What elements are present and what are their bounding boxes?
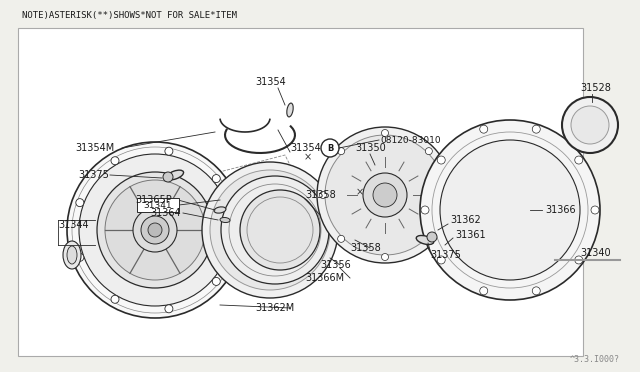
Circle shape — [212, 278, 220, 285]
Circle shape — [420, 120, 600, 300]
Circle shape — [325, 135, 445, 255]
Circle shape — [111, 157, 119, 165]
Ellipse shape — [220, 218, 230, 222]
Text: ^3.3.I000?: ^3.3.I000? — [570, 355, 620, 364]
Text: 31358: 31358 — [305, 190, 336, 200]
Circle shape — [440, 140, 580, 280]
Circle shape — [426, 235, 433, 242]
Circle shape — [221, 176, 329, 284]
Circle shape — [532, 125, 540, 133]
Circle shape — [381, 253, 388, 260]
Circle shape — [363, 173, 407, 217]
Circle shape — [163, 172, 173, 182]
Circle shape — [79, 154, 231, 306]
Text: 31340: 31340 — [580, 248, 611, 258]
Circle shape — [133, 208, 177, 252]
Text: 31366M: 31366M — [305, 273, 344, 283]
Text: 31341: 31341 — [144, 201, 172, 209]
Text: ×: × — [356, 187, 364, 197]
Circle shape — [76, 199, 84, 206]
Text: NOTE)ASTERISK(**)SHOWS*NOT FOR SALE*ITEM: NOTE)ASTERISK(**)SHOWS*NOT FOR SALE*ITEM — [22, 11, 237, 20]
Ellipse shape — [63, 241, 81, 269]
Text: 31375: 31375 — [430, 250, 461, 260]
Circle shape — [571, 106, 609, 144]
Circle shape — [317, 127, 453, 263]
Circle shape — [67, 142, 243, 318]
Text: 31365P: 31365P — [135, 195, 172, 205]
Circle shape — [165, 147, 173, 155]
Circle shape — [427, 232, 437, 242]
Circle shape — [575, 256, 583, 264]
Ellipse shape — [454, 179, 462, 201]
Circle shape — [141, 216, 169, 244]
Circle shape — [111, 295, 119, 303]
Circle shape — [562, 97, 618, 153]
Text: 31375: 31375 — [78, 170, 109, 180]
Ellipse shape — [468, 176, 482, 204]
Circle shape — [575, 156, 583, 164]
Text: B: B — [327, 144, 333, 153]
Text: 31364: 31364 — [150, 208, 180, 218]
Circle shape — [459, 183, 483, 207]
Ellipse shape — [214, 207, 226, 213]
Circle shape — [338, 235, 345, 242]
Circle shape — [321, 139, 339, 157]
Text: 31344: 31344 — [58, 220, 88, 230]
Circle shape — [76, 253, 84, 262]
Circle shape — [591, 206, 599, 214]
Text: 31358: 31358 — [350, 243, 381, 253]
Circle shape — [373, 183, 397, 207]
Ellipse shape — [472, 181, 478, 199]
Circle shape — [319, 192, 326, 199]
Circle shape — [426, 148, 433, 155]
Circle shape — [231, 226, 239, 234]
Circle shape — [338, 148, 345, 155]
Text: 31362M: 31362M — [255, 303, 294, 313]
Ellipse shape — [67, 246, 77, 264]
Circle shape — [97, 172, 213, 288]
Circle shape — [444, 192, 451, 199]
Circle shape — [437, 256, 445, 264]
Circle shape — [437, 156, 445, 164]
Circle shape — [532, 287, 540, 295]
Circle shape — [202, 162, 338, 298]
Bar — [18, 28, 583, 356]
Circle shape — [480, 287, 488, 295]
Circle shape — [212, 174, 220, 183]
Circle shape — [480, 125, 488, 133]
Bar — [137, 198, 179, 212]
Ellipse shape — [166, 170, 184, 180]
Circle shape — [105, 180, 205, 280]
Circle shape — [381, 129, 388, 137]
Ellipse shape — [450, 174, 466, 206]
Text: 31356: 31356 — [320, 260, 351, 270]
Circle shape — [165, 305, 173, 313]
Text: 08120-83010: 08120-83010 — [380, 135, 440, 144]
Text: 31354: 31354 — [290, 143, 321, 153]
Ellipse shape — [416, 235, 434, 244]
Circle shape — [210, 170, 330, 290]
Circle shape — [148, 223, 162, 237]
Text: 31350: 31350 — [355, 143, 386, 153]
Text: 31366: 31366 — [545, 205, 575, 215]
Circle shape — [421, 206, 429, 214]
Ellipse shape — [287, 103, 293, 117]
Text: 31528: 31528 — [580, 83, 611, 93]
Text: 31354M: 31354M — [75, 143, 115, 153]
Text: ×: × — [304, 152, 312, 162]
Circle shape — [240, 190, 320, 270]
Text: 31354: 31354 — [255, 77, 285, 87]
Text: 31362: 31362 — [450, 215, 481, 225]
Text: 31361: 31361 — [455, 230, 486, 240]
